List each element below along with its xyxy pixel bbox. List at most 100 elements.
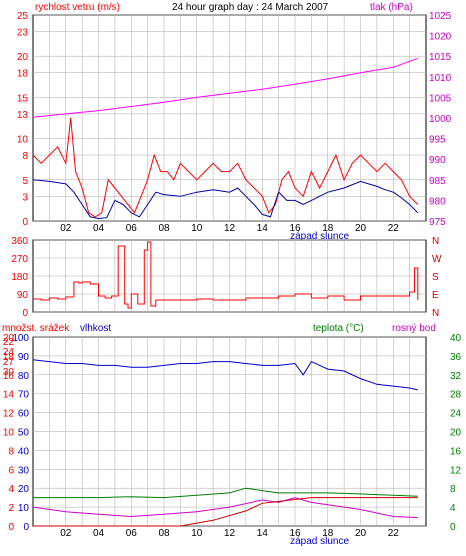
direction-tick-label: 270 (11, 254, 28, 265)
temperature-tick-label: 40 (450, 333, 462, 344)
pressure-tick-label: 985 (429, 176, 446, 187)
series-line-wind (32, 117, 419, 218)
pressure-tick-label: 975 (429, 217, 446, 228)
direction-tick-label: 90 (17, 290, 29, 301)
direction-tick-label: 180 (11, 272, 28, 283)
rain-tick-label: 2 (8, 503, 14, 514)
chart-title: 24 hour graph day : 24 March 2007 (172, 2, 329, 13)
humidity-tick-label: 60 (18, 409, 30, 420)
x-tick-label: 06 (126, 223, 138, 234)
wind-axis-label: rychlost vetru (m/s) (35, 2, 120, 13)
humidity-tick-label: 70 (18, 390, 30, 401)
wind-tick-label: 23 (17, 27, 29, 38)
pressure-tick-label: 1005 (429, 93, 452, 104)
wind-tick-label: 5 (22, 176, 28, 187)
rain-tick-label-extra: 24 (3, 347, 15, 358)
temperature-tick-label: 16 (450, 446, 462, 457)
x-tick-label: 04 (93, 528, 105, 539)
pressure-tick-label: 1015 (429, 52, 452, 63)
panel1-grid (33, 14, 426, 222)
x-tick-label: 14 (257, 528, 269, 539)
humidity-axis-label: vlhkost (80, 323, 111, 334)
x-tick-label: 18 (322, 528, 334, 539)
compass-tick-label: E (432, 290, 439, 301)
wind-tick-label: 13 (17, 110, 29, 121)
temperature-axis-label: teplota (°C) (313, 323, 364, 334)
sunset-annotation: západ slunce (290, 231, 349, 242)
panel3-grid (33, 336, 426, 527)
humidity-tick-label: 40 (18, 446, 30, 457)
pressure-tick-label: 1010 (429, 73, 452, 84)
x-tick-label: 08 (158, 223, 170, 234)
panel2-grid (33, 239, 426, 313)
pressure-tick-label: 1000 (429, 114, 452, 125)
temperature-tick-label: 20 (450, 428, 462, 439)
x-tick-label: 04 (93, 223, 105, 234)
temperature-tick-label: 4 (450, 503, 456, 514)
series-line-wind (33, 241, 419, 309)
temperature-tick-label: 32 (450, 371, 462, 382)
humidity-tick-label: 50 (18, 428, 30, 439)
wind-tick-label: 8 (22, 151, 28, 162)
x-tick-label: 10 (191, 528, 203, 539)
temperature-tick-label: 0 (450, 522, 456, 533)
x-tick-label: 20 (355, 223, 367, 234)
direction-tick-label: 0 (22, 308, 28, 319)
x-tick-label: 12 (224, 528, 236, 539)
x-tick-label: 10 (191, 223, 203, 234)
rain-tick-label: 18 (3, 352, 15, 363)
pressure-tick-label: 1025 (429, 11, 452, 22)
humidity-tick-label: 0 (23, 522, 29, 533)
x-tick-label: 12 (224, 223, 236, 234)
rain-tick-label-extra: 30 (3, 367, 15, 378)
panel1-lines (32, 57, 419, 220)
wind-tick-label: 15 (17, 93, 29, 104)
temperature-tick-label: 28 (450, 390, 462, 401)
rain-tick-label: 6 (8, 465, 14, 476)
temperature-tick-label: 8 (450, 484, 456, 495)
x-tick-label: 16 (289, 528, 301, 539)
x-tick-label: 18 (322, 223, 334, 234)
panel2-lines (33, 241, 419, 309)
humidity-tick-label: 90 (18, 352, 30, 363)
rain-tick-label: 20 (3, 333, 15, 344)
x-tick-label: 02 (60, 223, 72, 234)
series-line-temperature (33, 487, 418, 499)
x-tick-label: 08 (158, 528, 170, 539)
x-tick-label: 22 (388, 223, 400, 234)
wind-tick-label: 18 (17, 69, 29, 80)
series-line-dewpoint (32, 497, 418, 518)
rain-tick-label: 14 (3, 390, 15, 401)
rain-axis-label: množst. srážek (2, 323, 70, 334)
rain-tick-label: 10 (3, 428, 15, 439)
x-tick-label: 02 (60, 528, 72, 539)
x-tick-label: 20 (355, 528, 367, 539)
humidity-tick-label: 100 (12, 333, 29, 344)
sunset-annotation: západ slunce (290, 536, 349, 547)
wind-tick-label: 3 (22, 192, 28, 203)
pressure-tick-label: 1020 (429, 32, 452, 43)
pressure-axis-label: tlak (hPa) (370, 2, 413, 13)
temperature-tick-label: 36 (450, 352, 462, 363)
temperature-tick-label: 24 (450, 409, 462, 420)
rain-tick-label-extra: 22 (3, 337, 15, 348)
dewpoint-axis-label: rosný bod (392, 323, 436, 334)
x-tick-label: 16 (289, 223, 301, 234)
series-line-rain (33, 497, 418, 527)
compass-tick-label: W (432, 254, 442, 265)
x-tick-label: 14 (257, 223, 269, 234)
panel1-axis-labels: 02 04 06 08 10 12 14 16 18 20 22 západ slunce 0 3 5 8 10… (17, 11, 452, 242)
panel3-lines (32, 359, 418, 527)
rain-tick-label-extra: 27 (3, 357, 15, 368)
rain-tick-label: 16 (3, 371, 15, 382)
x-tick-label: 22 (388, 528, 400, 539)
series-line-humidity (32, 359, 418, 391)
rain-tick-label: 4 (8, 484, 14, 495)
pressure-tick-label: 980 (429, 196, 446, 207)
direction-tick-label: 360 (11, 236, 28, 247)
rain-tick-label: 8 (8, 446, 14, 457)
compass-tick-label: S (432, 272, 439, 283)
